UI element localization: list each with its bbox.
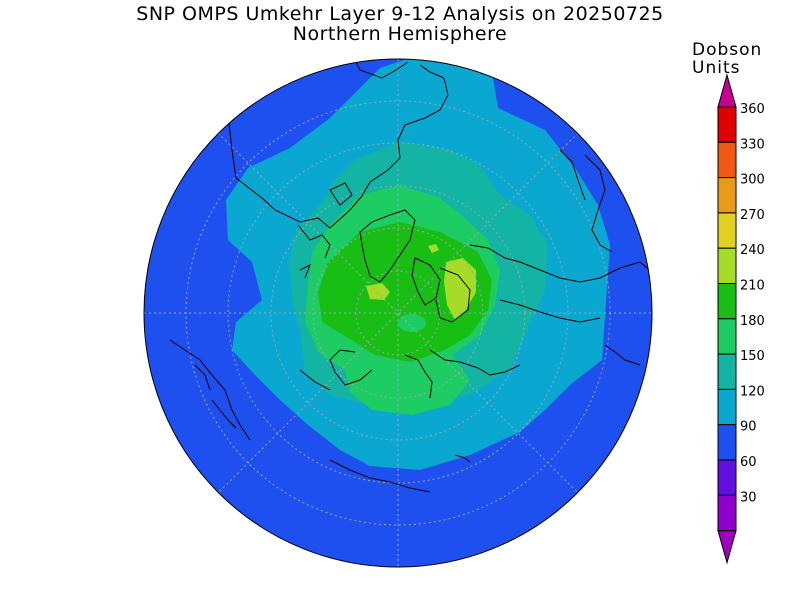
colorbar-swatch-360 [717,106,737,143]
colorbar-tick-label: 150 [740,349,765,364]
colorbar-tick-label: 120 [740,384,765,399]
colorbar-tick-label: 210 [740,279,765,294]
colorbar-swatch-90 [717,424,737,461]
colorbar-swatch-240 [717,247,737,284]
colorbar-units-line2: Units [692,58,741,78]
colorbar-tick-label: 360 [740,102,765,117]
map-title: SNP OMPS Umkehr Layer 9-12 Analysis on 2… [136,3,664,25]
map-subtitle: Northern Hemisphere [292,23,508,45]
colorbar-bottom-arrow [717,530,737,565]
colorbar-tick-label: 300 [740,173,765,188]
coastlines [169,59,652,493]
map-boundary [143,58,653,568]
colorbar-tick-label: 330 [740,137,765,152]
colorbar: 360 330 300 270 240 210 180 150 120 90 60 30 [717,73,765,565]
contour-240-patch-east [444,258,476,320]
colorbar-units-line1: Dobson [692,40,763,60]
colorbar-tick-label: 90 [740,420,757,435]
colorbar-tick-label: 180 [740,314,765,329]
colorbar-tick-label: 270 [740,208,765,223]
contour-240-patch-west [366,283,390,300]
colorbar-swatch-120 [717,388,737,426]
contour-180-pocket [398,314,426,332]
colorbar-swatch-330 [717,141,737,179]
colorbar-tick-label: 60 [740,455,757,470]
colorbar-swatch-210 [717,283,737,320]
colorbar-swatch-60 [717,459,737,496]
colorbar-swatch-30 [717,494,737,532]
colorbar-swatch-180 [717,318,737,355]
colorbar-swatch-150 [717,353,737,390]
colorbar-swatch-270 [717,212,737,249]
colorbar-top-arrow [717,73,737,108]
contour-240-patch-north [428,244,439,253]
colorbar-tick-label: 240 [740,243,765,258]
colorbar-tick-label: 30 [740,490,757,505]
colorbar-swatch-300 [717,177,737,214]
ozone-contour-field [144,59,652,567]
contour-210-band [318,222,492,362]
